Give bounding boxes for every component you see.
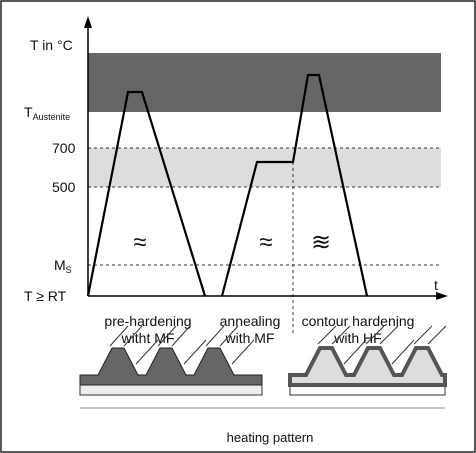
break-symbol: ≈	[133, 229, 146, 256]
y-label-500: 500	[52, 179, 76, 195]
y-label-austenite: TAustenite	[24, 104, 70, 122]
x-arrow	[436, 292, 448, 300]
annealing-band	[88, 148, 441, 187]
pre-hardened-profile	[79, 325, 263, 396]
axes	[87, 24, 440, 297]
y-arrow	[84, 16, 92, 28]
phase-label: witht MF	[121, 330, 175, 346]
dashed-guides	[88, 147, 441, 335]
x-axis-label: t	[434, 277, 438, 293]
y-axis-label: T in °C	[30, 37, 73, 53]
phase-label: with MF	[225, 330, 275, 346]
phase-label: pre-hardening	[104, 313, 191, 329]
phase-label: contour hardening	[302, 313, 415, 329]
footer-caption: heating pattern	[227, 430, 314, 445]
temperature-curve	[86, 73, 369, 297]
y-label-ms: MS	[54, 257, 72, 275]
phase-label: with HF	[333, 330, 381, 346]
break-symbol: ≈	[259, 229, 272, 256]
phase-label: annealing	[220, 313, 281, 329]
contour-hardened-profile	[288, 325, 447, 396]
y-label-700: 700	[52, 140, 76, 156]
austenite-band	[88, 53, 441, 112]
break-symbol: ≋	[311, 229, 331, 256]
y-label-rt: T ≥ RT	[24, 288, 67, 304]
